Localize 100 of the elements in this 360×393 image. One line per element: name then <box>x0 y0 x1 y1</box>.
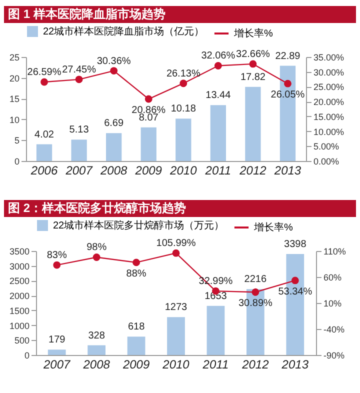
data-label: 27.45% <box>62 64 96 76</box>
data-label: 6.69 <box>104 118 124 130</box>
data-label: 13.44 <box>206 90 232 102</box>
data-label: 2216 <box>244 274 267 286</box>
y2-tick-label: 10.00% <box>314 126 344 137</box>
data-label: 26.05% <box>270 90 305 101</box>
x-tick-label: 2007 <box>42 358 72 372</box>
data-label: 105.99% <box>156 238 196 250</box>
x-tick-label: 2013 <box>280 358 309 372</box>
bar <box>210 105 226 161</box>
point <box>132 258 140 266</box>
y2-tick-label: 35.00% <box>314 52 344 62</box>
x-tick-label: 2007 <box>64 164 94 178</box>
bar <box>71 140 87 161</box>
y-tick-label: 500 <box>14 336 30 346</box>
point <box>291 276 299 284</box>
y-tick-label: 1000 <box>9 320 30 331</box>
x-tick-label: 2008 <box>82 358 110 372</box>
x-tick-label: 2010 <box>162 358 190 372</box>
x-tick-label: 2012 <box>241 358 270 372</box>
legend-label: 增长率% <box>233 28 273 40</box>
legend-label: 增长率% <box>253 222 293 234</box>
data-label: 32.66% <box>236 48 270 60</box>
y-tick-label: 2500 <box>9 276 30 286</box>
y2-tick-label: 0.00% <box>314 156 340 166</box>
y-tick-label: 25 <box>9 52 20 62</box>
chart-title: 图 1 样本医院降血脂市场趋势 <box>4 6 356 23</box>
data-label: 17.82 <box>240 72 266 83</box>
legend-label: 22城市样本医院多廿烷醇市场（万元） <box>53 220 224 232</box>
point <box>144 95 152 103</box>
data-label: 328 <box>88 330 106 342</box>
y-tick-label: 3000 <box>9 261 30 272</box>
data-label: 3398 <box>284 239 307 250</box>
y2-tick-label: 20.00% <box>314 97 344 108</box>
y2-tick-label: 15.00% <box>314 112 344 122</box>
point <box>284 80 292 88</box>
x-tick-label: 2011 <box>204 164 232 178</box>
bar <box>140 127 156 161</box>
y2-tick-label: 30.00% <box>314 67 344 78</box>
y-tick-label: 15 <box>9 94 20 104</box>
x-tick-label: 2009 <box>134 164 162 178</box>
y-tick-label: 10 <box>9 114 20 125</box>
bar <box>106 133 122 161</box>
x-tick-label: 2013 <box>273 164 302 178</box>
y-tick-label: 0 <box>14 156 20 166</box>
y2-tick-label: -40% <box>324 324 345 334</box>
data-label: 53.34% <box>278 286 312 298</box>
bar <box>245 86 261 161</box>
data-label: 618 <box>128 322 146 333</box>
data-label: 30.36% <box>96 56 131 67</box>
bar <box>88 345 106 355</box>
data-label: 98% <box>86 242 107 254</box>
y2-tick-label: 60% <box>324 272 342 282</box>
y2-tick-label: -90% <box>324 350 345 360</box>
point <box>92 254 100 261</box>
point <box>53 261 61 269</box>
data-label: 26.59% <box>27 66 62 78</box>
legend-label: 22城市样本医院降血脂市场（亿元） <box>43 26 204 38</box>
x-tick-label: 2011 <box>202 358 229 372</box>
x-tick-label: 2008 <box>99 164 128 178</box>
data-label: 1273 <box>164 302 188 314</box>
chart-title: 图 2：样本医院多廿烷醇市场趋势 <box>4 200 356 217</box>
point <box>75 76 83 84</box>
point <box>252 288 260 296</box>
x-tick-label: 2012 <box>238 164 267 178</box>
point <box>110 67 118 74</box>
y-tick-label: 2000 <box>9 291 30 302</box>
x-tick-label: 2010 <box>169 164 198 178</box>
data-label: 83% <box>46 250 67 262</box>
data-label: 4.02 <box>34 129 54 140</box>
y-tick-label: 1500 <box>9 306 30 316</box>
y-tick-label: 0 <box>24 350 30 360</box>
data-label: 179 <box>48 334 66 346</box>
y2-tick-label: 25.00% <box>314 82 344 92</box>
data-label: 88% <box>126 268 146 280</box>
point <box>172 249 180 257</box>
data-label: 10.18 <box>170 104 196 115</box>
y2-tick-label: 110% <box>324 246 346 256</box>
y-tick-label: 20 <box>9 73 20 84</box>
bar <box>167 317 185 355</box>
data-label: 5.13 <box>69 124 90 136</box>
point <box>214 62 222 70</box>
x-tick-label: 2006 <box>30 164 58 178</box>
x-tick-label: 2009 <box>122 358 150 372</box>
data-label: 30.89% <box>238 298 272 310</box>
data-label: 22.89 <box>275 50 301 62</box>
y-tick-label: 5 <box>14 136 20 146</box>
point <box>249 60 257 68</box>
bar <box>206 306 225 355</box>
y2-tick-label: 5.00% <box>314 142 340 152</box>
bar <box>36 144 52 161</box>
data-label: 26.13% <box>166 68 200 80</box>
data-label: 32.06% <box>201 50 236 62</box>
bar <box>127 336 146 355</box>
bar <box>48 350 66 355</box>
point <box>180 80 188 88</box>
y-tick-label: 3500 <box>9 246 30 256</box>
point <box>40 78 48 86</box>
bar <box>176 118 192 161</box>
y2-tick-label: 10% <box>324 298 342 308</box>
